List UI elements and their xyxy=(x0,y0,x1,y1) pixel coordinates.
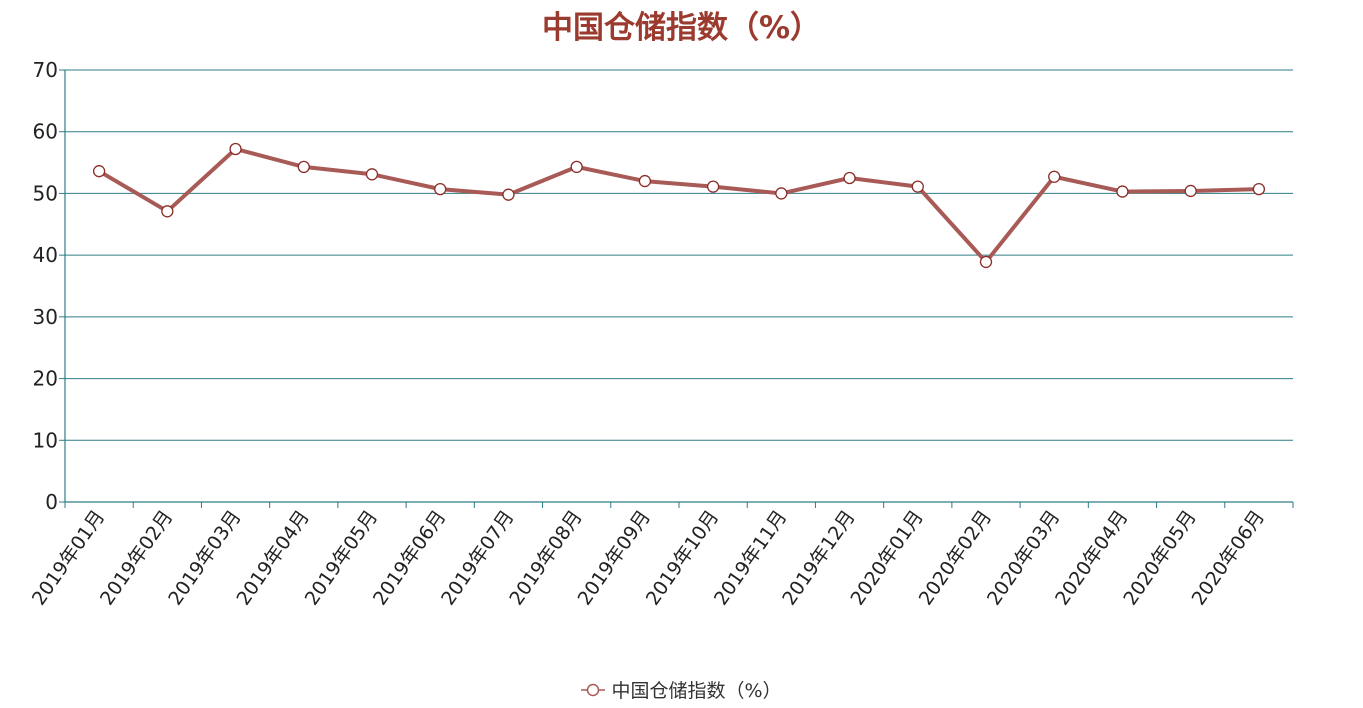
y-tick-label: 10 xyxy=(33,428,58,452)
data-point xyxy=(570,160,583,174)
data-point xyxy=(843,171,856,185)
y-tick-label: 0 xyxy=(45,490,58,514)
series-line xyxy=(97,146,1261,264)
data-point xyxy=(775,187,788,200)
y-tick-label: 40 xyxy=(33,243,58,267)
x-tick-label: 2020年06月 xyxy=(1188,506,1269,609)
data-point xyxy=(979,255,993,269)
data-point xyxy=(1184,184,1197,198)
data-point xyxy=(365,168,379,181)
legend[interactable]: 中国仓储指数（%） xyxy=(0,676,1363,703)
data-point xyxy=(911,180,924,193)
chart-title: 中国仓储指数（%） xyxy=(541,10,822,46)
data-point xyxy=(434,182,447,196)
y-tick-label: 50 xyxy=(33,181,58,205)
data-point xyxy=(638,174,652,188)
y-tick-label: 30 xyxy=(33,305,58,329)
y-tick-label: 60 xyxy=(33,120,58,144)
data-point xyxy=(706,180,720,193)
data-point xyxy=(1048,170,1061,183)
data-point xyxy=(1116,185,1129,198)
data-point xyxy=(502,188,515,201)
data-point xyxy=(229,142,242,156)
legend-label: 中国仓储指数（%） xyxy=(611,680,782,702)
data-point xyxy=(161,205,174,218)
y-tick-label: 20 xyxy=(33,367,58,391)
legend-marker-icon xyxy=(581,683,606,696)
y-tick-label: 70 xyxy=(33,58,58,82)
data-point xyxy=(297,160,310,174)
data-point xyxy=(1252,182,1266,196)
data-point xyxy=(92,165,106,178)
